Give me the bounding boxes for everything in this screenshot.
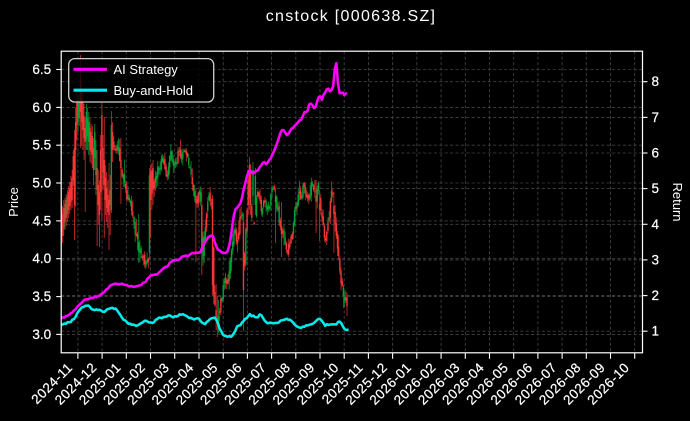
- svg-text:4.0: 4.0: [32, 251, 51, 266]
- svg-text:5.0: 5.0: [32, 176, 51, 191]
- svg-text:8: 8: [652, 74, 660, 89]
- svg-text:5: 5: [652, 181, 660, 196]
- svg-text:4.5: 4.5: [32, 213, 51, 228]
- svg-text:3.5: 3.5: [32, 289, 51, 304]
- svg-text:6.0: 6.0: [32, 100, 51, 115]
- svg-text:3.0: 3.0: [32, 327, 51, 342]
- svg-text:1: 1: [652, 324, 660, 339]
- svg-text:5.5: 5.5: [32, 138, 51, 153]
- svg-text:4: 4: [652, 217, 660, 232]
- svg-text:6: 6: [652, 146, 660, 161]
- svg-text:Buy-and-Hold: Buy-and-Hold: [114, 83, 194, 98]
- svg-text:3: 3: [652, 252, 660, 267]
- svg-text:AI Strategy: AI Strategy: [114, 62, 179, 77]
- svg-text:2: 2: [652, 288, 660, 303]
- svg-text:7: 7: [652, 110, 660, 125]
- svg-text:cnstock [000638.SZ]: cnstock [000638.SZ]: [266, 8, 437, 25]
- svg-text:Price: Price: [6, 187, 21, 217]
- svg-text:6.5: 6.5: [32, 62, 51, 77]
- svg-text:Return: Return: [670, 182, 685, 221]
